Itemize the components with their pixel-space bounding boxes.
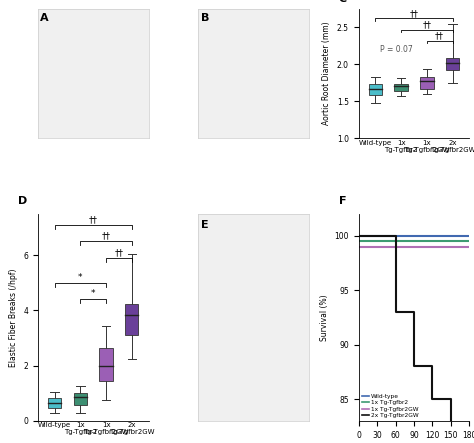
Text: F: F <box>339 196 346 206</box>
Text: A: A <box>40 13 49 23</box>
Text: B: B <box>201 13 209 23</box>
FancyBboxPatch shape <box>420 77 434 89</box>
Text: ††: †† <box>435 31 444 40</box>
Text: ††: †† <box>101 231 110 241</box>
Text: E: E <box>201 220 208 230</box>
Text: C: C <box>339 0 347 4</box>
FancyBboxPatch shape <box>125 303 138 335</box>
FancyBboxPatch shape <box>73 393 87 405</box>
FancyBboxPatch shape <box>446 58 459 70</box>
Text: ††: †† <box>410 9 419 18</box>
Text: ††: †† <box>114 248 123 257</box>
Text: P = 0.07: P = 0.07 <box>380 45 412 54</box>
Y-axis label: Aortic Root Diameter (mm): Aortic Root Diameter (mm) <box>322 22 331 125</box>
Y-axis label: Elastic Fiber Breaks (/hpf): Elastic Fiber Breaks (/hpf) <box>9 268 18 367</box>
FancyBboxPatch shape <box>100 348 113 381</box>
Text: *: * <box>91 289 95 299</box>
Text: *: * <box>78 273 82 282</box>
FancyBboxPatch shape <box>48 398 61 408</box>
Text: ††: †† <box>89 215 98 224</box>
Legend: Wild-type, 1x Tg-Tgfbr2, 1x Tg-Tgfbr2GW, 2x Tg-Tgfbr2GW: Wild-type, 1x Tg-Tgfbr2, 1x Tg-Tgfbr2GW,… <box>362 394 419 418</box>
Text: D: D <box>18 196 27 206</box>
Y-axis label: Survival (%): Survival (%) <box>320 294 329 341</box>
FancyBboxPatch shape <box>369 84 382 95</box>
FancyBboxPatch shape <box>394 84 408 91</box>
Text: ††: †† <box>422 20 431 29</box>
